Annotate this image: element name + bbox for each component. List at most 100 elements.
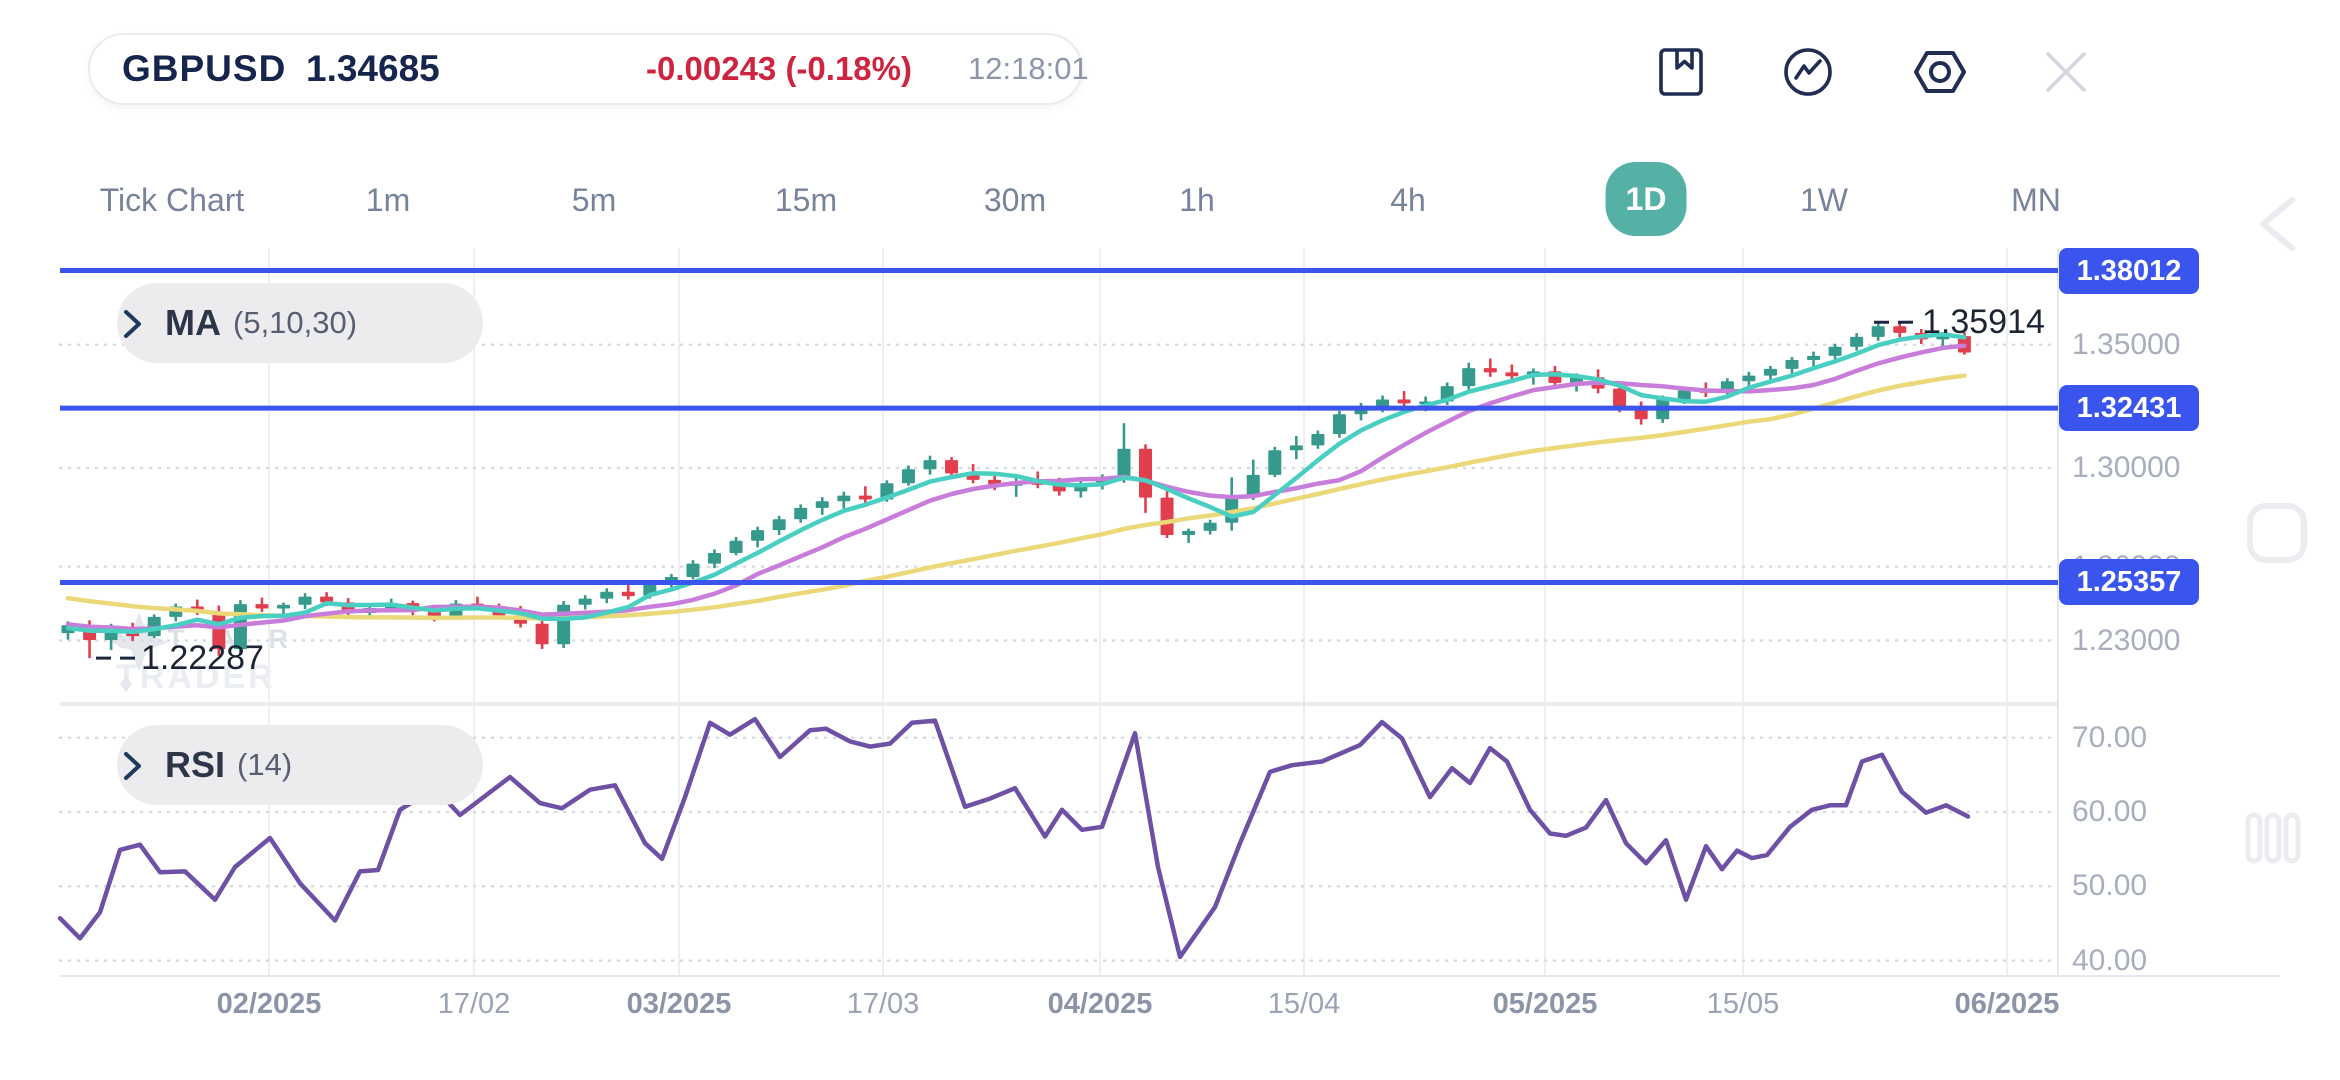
candle-body [1160, 497, 1174, 536]
candle-body [1203, 522, 1217, 531]
candle-body [901, 469, 915, 484]
candle-body [1505, 372, 1519, 377]
tab-5m[interactable]: 5m [571, 182, 617, 218]
ma-indicator-params: (5,10,30) [233, 305, 358, 340]
x-axis-label: 15/04 [1267, 988, 1341, 1020]
candle-body [1483, 368, 1497, 373]
rsi-indicator-pill[interactable]: RSI (14) [117, 725, 483, 805]
candle-body [1807, 355, 1821, 361]
candle-body [1677, 390, 1691, 400]
tab-4h[interactable]: 4h [1390, 182, 1426, 218]
quote-time: 12:18:01 [968, 51, 1089, 86]
candle-body [578, 598, 592, 605]
rsi-axis-label: 50.00 [2072, 869, 2148, 903]
candle-body [1462, 368, 1476, 387]
candle-body [277, 604, 290, 609]
candle-body [1139, 448, 1152, 498]
quote-header: GBPUSD 1.34685 -0.00243 (-0.18%) 12:18:0… [88, 33, 1089, 105]
price-level-badge: 1.32431 [2059, 385, 2199, 432]
candle-body [772, 519, 786, 531]
candle-body [1763, 368, 1777, 376]
candle-body [1332, 414, 1346, 434]
price-axis-label: 1.35000 [2072, 327, 2181, 361]
candle-body [557, 604, 571, 645]
drag-handle-bars-icon[interactable] [2264, 812, 2282, 864]
rsi-line [57, 716, 1971, 960]
ma10-line [65, 343, 1967, 632]
settings-button[interactable] [1912, 46, 1972, 106]
price-level-badge: 1.25357 [2059, 559, 2199, 606]
chevron-right-icon [124, 310, 141, 338]
indicators-button[interactable] [1782, 46, 1842, 106]
candle-body [794, 507, 808, 520]
candle-body [621, 591, 635, 597]
candle-body [1613, 388, 1627, 408]
drag-handle-bars-icon[interactable] [2245, 812, 2263, 864]
pane-separator [60, 702, 2058, 706]
rsi-indicator-params: (14) [237, 747, 293, 782]
ma-indicator-pill[interactable]: MA (5,10,30) [117, 283, 483, 363]
tab-1h[interactable]: 1h [1179, 182, 1215, 218]
watermark-line2: TRADER [116, 658, 276, 696]
tab-30m[interactable]: 30m [983, 182, 1047, 218]
tab-tick-chart[interactable]: Tick Chart [99, 182, 245, 218]
drag-handle-bars-icon[interactable] [2283, 812, 2301, 864]
candle-body [255, 604, 269, 609]
ma30-line [65, 373, 1967, 621]
price-axis-label: 1.23000 [2072, 623, 2181, 657]
candle-body [815, 501, 829, 508]
candle-body [858, 495, 872, 500]
chevron-right-icon [124, 752, 141, 780]
tab-1d[interactable]: 1D [1605, 162, 1687, 236]
candle-body [1871, 326, 1885, 337]
x-axis-label: 05/2025 [1492, 988, 1598, 1020]
close-button[interactable] [2040, 46, 2100, 106]
x-axis-label: 15/05 [1706, 988, 1780, 1020]
candle-body [600, 591, 614, 599]
x-axis-label: 06/2025 [1954, 988, 2060, 1020]
price-axis-label: 1.30000 [2072, 451, 2181, 484]
candle-body [1289, 445, 1303, 451]
rsi-axis-label: 70.00 [2072, 720, 2148, 754]
candle-body [1785, 360, 1799, 369]
tab-1m[interactable]: 1m [365, 182, 411, 218]
candle-body [1182, 530, 1196, 536]
low-annotation: 1.22287 [141, 639, 264, 678]
candle-body [923, 460, 937, 470]
x-axis-label: 04/2025 [1047, 988, 1153, 1020]
trend-circle-icon [1784, 48, 1832, 96]
ma5-line [65, 332, 1967, 635]
x-axis-label: 17/02 [437, 988, 511, 1020]
collapse-chevron-left-icon[interactable] [2260, 197, 2295, 251]
candle-body [1117, 448, 1131, 480]
candle-body [1893, 326, 1907, 333]
candle-body [945, 460, 959, 474]
price-level-badge: 1.38012 [2059, 247, 2199, 294]
candle-body [837, 495, 851, 502]
rsi-axis-label: 60.00 [2072, 795, 2148, 828]
candle-body [686, 563, 700, 577]
tab-1w[interactable]: 1W [1800, 182, 1848, 218]
last-price: 1.34685 [306, 48, 440, 89]
rsi-axis-label: 40.00 [2072, 943, 2148, 977]
high-annotation: 1.35914 [1922, 303, 2045, 342]
bookmark-button[interactable] [1657, 46, 1717, 106]
candle-body [1850, 336, 1864, 347]
star-trader-logo-icon [110, 612, 168, 692]
candle-body [1742, 375, 1756, 382]
tab-15m[interactable]: 15m [774, 182, 838, 218]
candle-body [1311, 433, 1325, 446]
candle-body [1397, 399, 1411, 404]
close-icon [2046, 52, 2086, 92]
candle-body [1246, 474, 1260, 497]
candle-body [535, 623, 549, 645]
tab-mn[interactable]: MN [2011, 182, 2061, 218]
rounded-square-handle-icon[interactable] [2247, 503, 2307, 563]
candle-body [298, 596, 312, 605]
candle-body [1268, 450, 1282, 475]
symbol-label: GBPUSD [122, 48, 287, 89]
x-axis-label: 03/2025 [626, 988, 732, 1020]
gear-icon [1914, 51, 1966, 93]
